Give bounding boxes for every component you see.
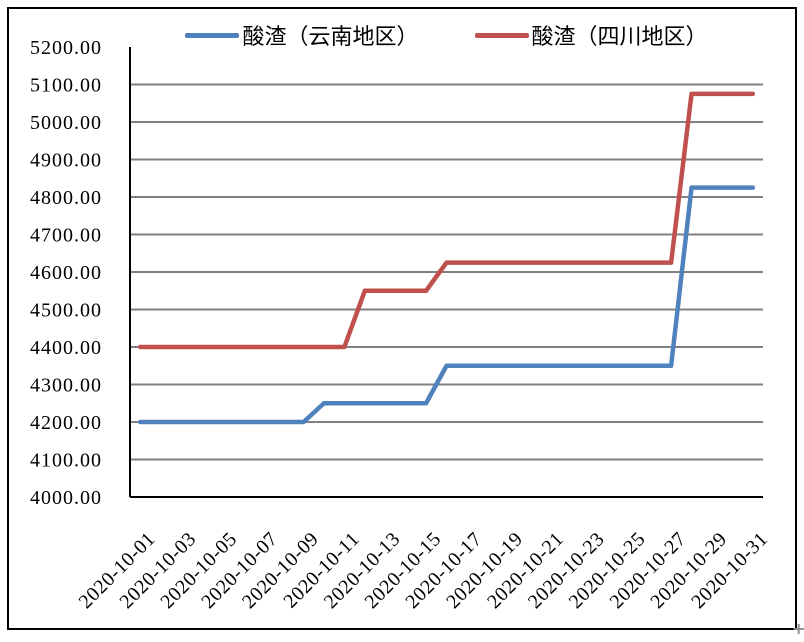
y-axis-label: 5100.00 — [30, 75, 102, 97]
legend-swatch-sichuan — [474, 32, 529, 38]
y-axis-label: 4300.00 — [30, 375, 102, 397]
cursor-artifact: + — [792, 619, 804, 638]
y-axis-label: 4700.00 — [30, 225, 102, 247]
y-axis-label: 4800.00 — [30, 187, 102, 209]
legend: 酸渣（云南地区） 酸渣（四川地区） — [130, 20, 763, 50]
legend-item-yunnan: 酸渣（云南地区） — [185, 19, 419, 51]
legend-swatch-yunnan — [185, 32, 240, 38]
legend-label-yunnan: 酸渣（云南地区） — [242, 24, 419, 49]
y-axis-label: 4900.00 — [30, 150, 102, 172]
y-axis-label: 5000.00 — [30, 112, 102, 134]
series-line-sichuan — [137, 91, 756, 350]
legend-label-sichuan: 酸渣（四川地区） — [531, 24, 708, 49]
y-axis-label: 4000.00 — [30, 487, 102, 509]
y-axis-label: 4500.00 — [30, 300, 102, 322]
y-axis-label: 4100.00 — [30, 450, 102, 472]
y-axis-label: 4600.00 — [30, 262, 102, 284]
series-line-yunnan — [137, 185, 756, 425]
legend-item-sichuan: 酸渣（四川地区） — [474, 19, 708, 51]
y-axis-label: 4200.00 — [30, 412, 102, 434]
y-axis-label: 4400.00 — [30, 337, 102, 359]
y-axis-label: 5200.00 — [30, 37, 102, 59]
